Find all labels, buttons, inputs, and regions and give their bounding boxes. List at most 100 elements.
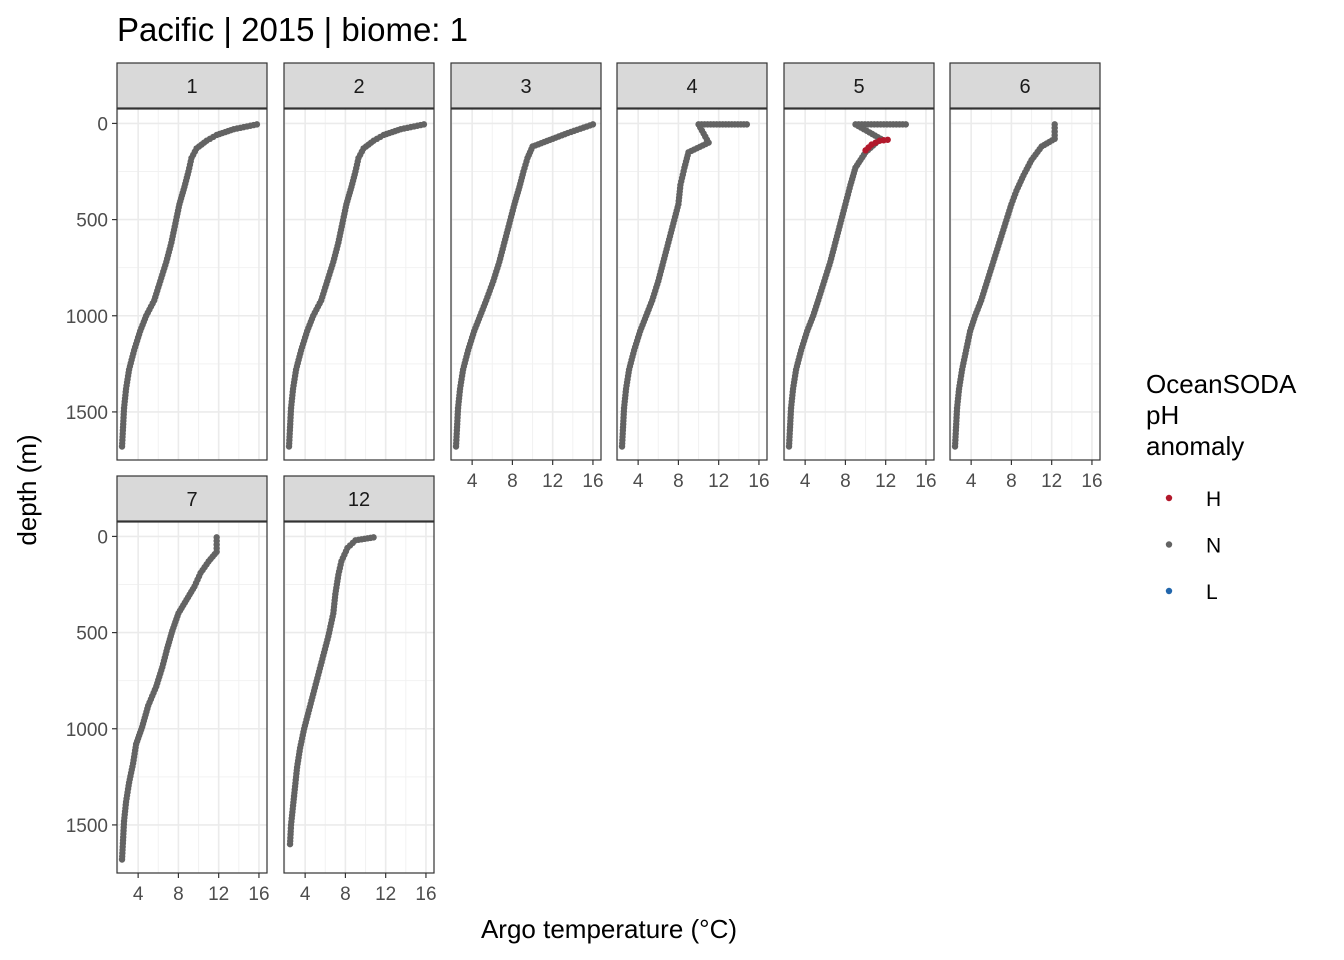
facet-panel-4: 4 4 8 12 16	[616, 62, 770, 492]
legend-title-line: anomaly	[1146, 431, 1244, 461]
panel-background	[284, 522, 434, 873]
x-tick-label: 4	[300, 884, 311, 905]
facet-panel-1: 1 0 500 1000 1500	[66, 62, 268, 461]
legend-label-L: L	[1206, 581, 1218, 604]
x-tick-label: 8	[673, 471, 684, 492]
panel-border	[116, 521, 268, 874]
x-tick-label: 16	[1081, 471, 1102, 492]
y-tick-label: 500	[76, 211, 108, 232]
x-tick-label: 16	[748, 471, 769, 492]
facet-strip-label: 12	[348, 489, 370, 511]
x-tick-label: 8	[507, 471, 518, 492]
facet-strip	[450, 62, 602, 109]
y-tick-label: 0	[97, 527, 108, 548]
x-tick-label: 16	[415, 884, 436, 905]
panel-border	[450, 108, 602, 461]
y-tick-label: 1500	[66, 403, 108, 424]
x-tick-label: 4	[966, 471, 977, 492]
legend-label-H: H	[1206, 488, 1221, 511]
series-N	[618, 121, 751, 450]
facet-strip	[116, 475, 268, 522]
x-tick-label: 8	[1006, 471, 1017, 492]
y-axis-title: depth (m)	[12, 434, 42, 545]
series-N	[951, 121, 1058, 450]
facet-strip	[116, 62, 268, 109]
y-tick-label: 1500	[66, 816, 108, 837]
y-tick-label: 0	[97, 114, 108, 135]
data-point	[285, 443, 293, 450]
x-tick-label: 12	[708, 471, 729, 492]
data-point	[884, 136, 891, 143]
facet-strip	[949, 62, 1101, 109]
x-tick-label: 8	[340, 884, 351, 905]
data-point	[785, 443, 793, 450]
series-N	[118, 121, 261, 450]
legend-key-H	[1165, 494, 1173, 502]
panel-border	[949, 108, 1101, 461]
facet-strip	[616, 62, 768, 109]
facet-strip-label: 3	[520, 76, 531, 98]
x-tick-label: 4	[467, 471, 478, 492]
legend-title-line: pH	[1146, 400, 1179, 430]
facet-strip-label: 4	[686, 76, 697, 98]
y-tick-label: 1000	[66, 720, 108, 741]
series-N	[452, 121, 597, 450]
x-tick-label: 4	[133, 884, 144, 905]
x-tick-label: 8	[840, 471, 851, 492]
x-axis-title: Argo temperature (°C)	[481, 914, 737, 944]
panel-border	[283, 108, 435, 461]
facet-strip-label: 2	[353, 76, 364, 98]
panel-background	[117, 522, 267, 873]
x-tick-label: 4	[800, 471, 811, 492]
data-point	[618, 443, 626, 450]
series-N	[285, 121, 428, 450]
series-N	[286, 534, 377, 848]
series-H	[862, 136, 891, 154]
series-N	[118, 534, 220, 863]
facet-panel-7: 7 0 500 1000 1500 4 8 12 16	[66, 475, 270, 905]
facet-strip-label: 6	[1019, 76, 1030, 98]
x-tick-label: 12	[208, 884, 229, 905]
panel-border	[283, 521, 435, 874]
facet-strip	[283, 62, 435, 109]
facet-panel-3: 3 4 8 12 16	[450, 62, 604, 492]
x-tick-label: 12	[375, 884, 396, 905]
x-tick-label: 12	[1041, 471, 1062, 492]
panel-border	[616, 108, 768, 461]
y-tick-label: 1000	[66, 307, 108, 328]
x-tick-label: 12	[542, 471, 563, 492]
facet-panel-6: 6 4 8 12 16	[949, 62, 1103, 492]
panel-border	[783, 108, 935, 461]
legend-title-line: OceanSODA	[1146, 369, 1297, 399]
facet-panel-5: 5 4 8 12 16	[783, 62, 937, 492]
legend-key-L	[1165, 587, 1173, 595]
panel-background	[617, 109, 767, 460]
x-tick-label: 12	[875, 471, 896, 492]
facet-strip-label: 1	[186, 76, 197, 98]
facet-strip-label: 7	[186, 489, 197, 511]
facet-panel-2: 2	[283, 62, 435, 461]
y-tick-label: 500	[76, 624, 108, 645]
panel-background	[950, 109, 1100, 460]
x-tick-label: 4	[633, 471, 644, 492]
legend-label-N: N	[1206, 535, 1221, 558]
x-tick-label: 16	[582, 471, 603, 492]
data-point	[118, 856, 126, 863]
x-tick-label: 8	[173, 884, 184, 905]
data-point	[118, 443, 126, 450]
legend-key-N	[1165, 541, 1173, 548]
facet-strip	[783, 62, 935, 109]
facet-panel-12: 12 4 8 12 16	[283, 475, 437, 905]
data-point	[452, 443, 460, 450]
x-tick-label: 16	[915, 471, 936, 492]
chart-title: Pacific | 2015 | biome: 1	[117, 11, 468, 48]
facet-strip	[283, 475, 435, 522]
x-tick-label: 16	[248, 884, 269, 905]
data-point	[286, 840, 294, 848]
panel-border	[116, 108, 268, 461]
data-point	[951, 443, 959, 450]
facet-strip-label: 5	[853, 76, 864, 98]
